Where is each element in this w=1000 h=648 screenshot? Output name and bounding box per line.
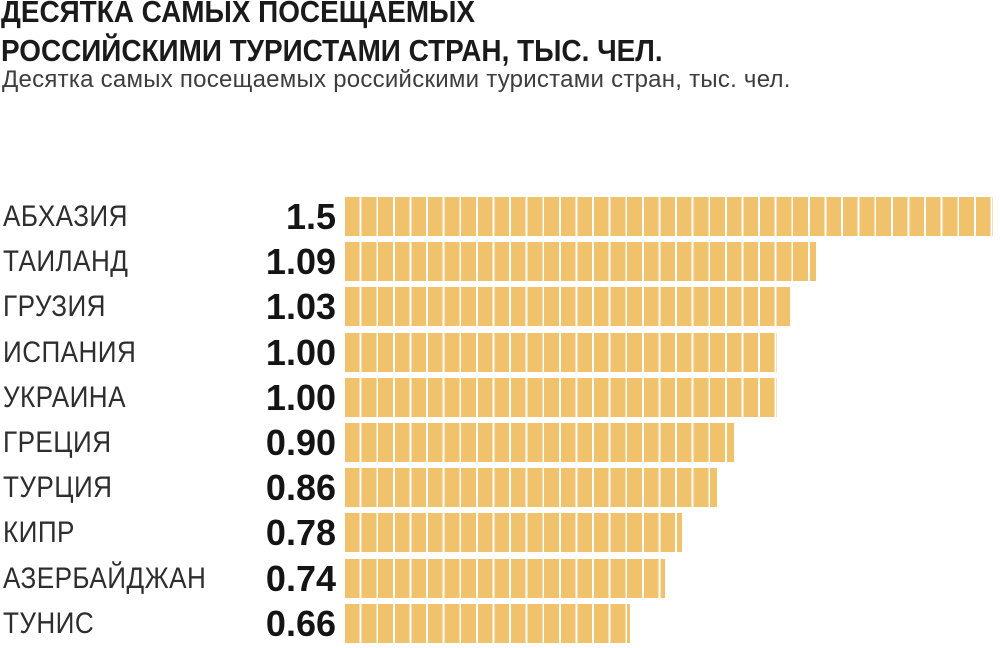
- bar: [345, 377, 777, 417]
- bar: [345, 558, 665, 598]
- value-label: 0.74: [265, 557, 336, 599]
- chart-title: ДЕСЯТКА САМЫХ ПОСЕЩАЕМЫХ РОССИЙСКИМИ ТУР…: [1, 0, 663, 68]
- bar: [345, 468, 717, 508]
- value-label: 1.5: [285, 196, 336, 237]
- chart-subtitle: Десятка самых посещаемых российскими тур…: [2, 66, 791, 93]
- category-label: УКРАИНА: [3, 380, 126, 414]
- bar-row: ГРЕЦИЯ 0.90: [0, 423, 1000, 462]
- bar: [345, 423, 734, 462]
- bar: [345, 603, 631, 643]
- bar-row: ИСПАНИЯ 1.00: [0, 331, 1000, 373]
- bar: [345, 242, 816, 282]
- value-label: 1.03: [265, 286, 336, 328]
- category-label: АЗЕРБАЙДЖАН: [3, 561, 207, 595]
- value-label: 0.66: [265, 602, 336, 644]
- value-label: 0.90: [265, 422, 336, 463]
- bar-row: ГРУЗИЯ 1.03: [0, 286, 1000, 328]
- value-label: 0.78: [265, 512, 336, 554]
- category-label: ГРУЗИЯ: [3, 290, 106, 324]
- category-label: ТУНИС: [3, 606, 95, 640]
- value-label: 1.00: [265, 331, 336, 373]
- category-label: ТАИЛАНД: [3, 245, 129, 279]
- category-label: КИПР: [3, 516, 75, 550]
- bar-row: ТУНИС 0.66: [0, 602, 1000, 644]
- bar: [345, 287, 790, 327]
- category-label: АБХАЗИЯ: [3, 200, 128, 233]
- bar-row: АЗЕРБАЙДЖАН 0.74: [0, 557, 1000, 599]
- value-label: 0.86: [265, 467, 336, 509]
- bar: [345, 332, 777, 372]
- bar-row: КИПР 0.78: [0, 512, 1000, 554]
- bar: [345, 197, 993, 236]
- value-label: 1.09: [265, 241, 336, 283]
- bar-row: ТУРЦИЯ 0.86: [0, 467, 1000, 509]
- category-label: ИСПАНИЯ: [3, 335, 137, 369]
- bar-row: ТАИЛАНД 1.09: [0, 241, 1000, 283]
- value-label: 1.00: [265, 376, 336, 418]
- bar: [345, 513, 682, 553]
- category-label: ГРЕЦИЯ: [3, 426, 112, 459]
- category-label: ТУРЦИЯ: [3, 471, 113, 505]
- bar-row: УКРАИНА 1.00: [0, 376, 1000, 418]
- bar-row: АБХАЗИЯ 1.5: [0, 197, 1000, 236]
